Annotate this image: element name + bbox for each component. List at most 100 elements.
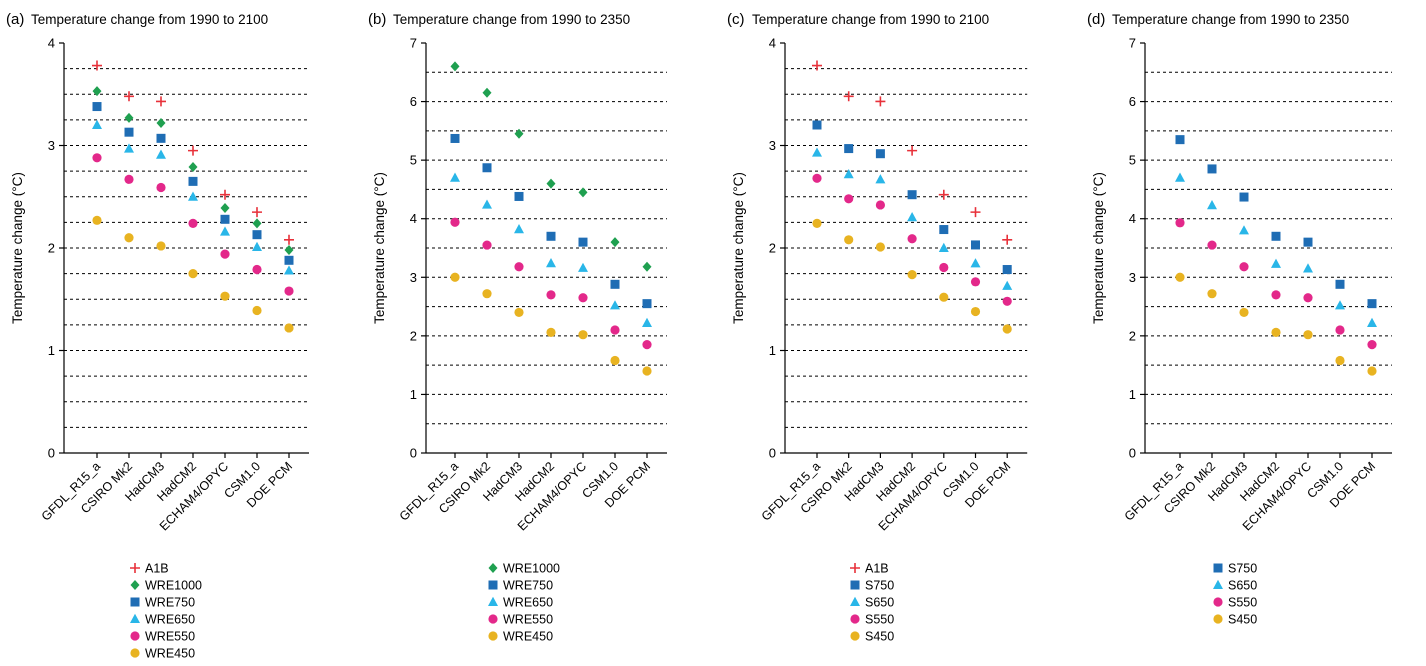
- data-point: [482, 87, 492, 98]
- y-tick-label: 3: [410, 270, 417, 285]
- panel-4: (d) Temperature change from 1990 to 2350 0…: [1087, 11, 1392, 627]
- data-point: [1239, 192, 1249, 202]
- data-point: [844, 194, 854, 204]
- series-S750: [1175, 135, 1377, 309]
- series-S550: [1175, 218, 1377, 350]
- legend-label: S750: [865, 579, 894, 593]
- data-point: [156, 133, 166, 143]
- data-point: [938, 189, 949, 200]
- y-tick-label: 4: [769, 36, 776, 51]
- data-point: [514, 128, 524, 139]
- series-WRE750: [450, 133, 652, 309]
- y-tick-label: 3: [1129, 270, 1136, 285]
- legend-marker: [850, 614, 860, 624]
- legend-marker: [488, 596, 498, 606]
- data-point: [156, 241, 166, 251]
- data-point: [546, 258, 556, 268]
- panel-label: (d): [1087, 11, 1105, 28]
- data-point: [642, 317, 652, 327]
- data-point: [1175, 218, 1185, 228]
- data-point: [1207, 240, 1217, 250]
- data-point: [1239, 262, 1249, 272]
- data-point: [907, 145, 918, 156]
- legend-label: S650: [865, 596, 894, 610]
- data-point: [1002, 296, 1012, 306]
- data-point: [907, 270, 917, 280]
- data-point: [939, 262, 949, 273]
- panel-1: (a) Temperature change from 1990 to 2100 0…: [6, 11, 309, 661]
- data-point: [220, 226, 230, 236]
- data-point: [578, 237, 588, 247]
- series-S650: [1175, 172, 1377, 327]
- data-point: [1175, 272, 1185, 282]
- legend-marker: [488, 631, 498, 641]
- data-point: [482, 199, 492, 209]
- series-WRE650: [92, 119, 294, 275]
- legend-marker: [850, 580, 860, 590]
- data-point: [284, 265, 294, 275]
- y-tick-label: 0: [1129, 446, 1136, 461]
- data-point: [642, 340, 652, 350]
- data-point: [907, 234, 917, 244]
- data-point: [156, 182, 166, 193]
- data-point: [970, 277, 981, 287]
- data-point: [971, 240, 980, 250]
- data-point: [252, 241, 262, 251]
- data-point: [450, 172, 460, 182]
- legend-label: WRE1000: [503, 562, 560, 576]
- data-point: [1367, 299, 1377, 309]
- chart-title: Temperature change from 1990 to 2350: [393, 12, 630, 27]
- data-point: [156, 149, 166, 159]
- series-S550: [812, 173, 1012, 306]
- data-point: [482, 289, 492, 299]
- data-point: [92, 86, 102, 97]
- y-tick-label: 1: [48, 343, 55, 358]
- data-point: [610, 325, 620, 335]
- legend: S750 S650 S550 S450: [1213, 562, 1257, 627]
- data-point: [1303, 293, 1313, 303]
- data-point: [1239, 307, 1249, 318]
- data-point: [1002, 234, 1013, 245]
- legend-label: S450: [865, 630, 894, 644]
- chart-title: Temperature change from 1990 to 2350: [1112, 12, 1349, 27]
- data-point: [514, 191, 524, 201]
- series-A1B: [92, 60, 294, 245]
- data-point: [284, 323, 294, 333]
- legend-label: WRE550: [503, 613, 553, 627]
- y-tick-label: 4: [48, 36, 55, 51]
- data-point: [642, 299, 652, 309]
- data-point: [578, 330, 588, 340]
- data-point: [1335, 279, 1345, 289]
- data-point: [1367, 366, 1377, 376]
- data-point: [1335, 325, 1345, 335]
- chart-title: Temperature change from 1990 to 2100: [31, 12, 268, 27]
- data-point: [220, 189, 230, 200]
- legend-marker: [130, 597, 140, 607]
- data-point: [252, 207, 262, 218]
- data-point: [1335, 355, 1345, 366]
- data-point: [284, 286, 294, 296]
- data-point: [875, 174, 886, 184]
- y-tick-label: 3: [48, 138, 55, 153]
- data-point: [939, 292, 949, 302]
- legend-label: A1B: [865, 562, 889, 576]
- series-S450: [812, 218, 1012, 334]
- data-point: [939, 225, 949, 235]
- panel-3: (c) Temperature change from 1990 to 2100 0…: [727, 11, 1028, 644]
- legend-marker: [850, 631, 860, 641]
- y-axis-label: Temperature change (°C): [10, 172, 25, 324]
- legend-label: WRE650: [503, 596, 553, 610]
- series-S750: [812, 120, 1012, 275]
- data-point: [514, 224, 524, 234]
- y-axis-label: Temperature change (°C): [1091, 172, 1106, 324]
- legend-marker: [130, 631, 140, 641]
- data-point: [1303, 330, 1313, 340]
- data-point: [252, 264, 262, 275]
- data-point: [843, 169, 854, 179]
- series-WRE550: [92, 153, 294, 296]
- data-point: [482, 240, 492, 250]
- data-point: [124, 112, 134, 123]
- series-WRE550: [450, 217, 652, 350]
- data-point: [546, 290, 556, 300]
